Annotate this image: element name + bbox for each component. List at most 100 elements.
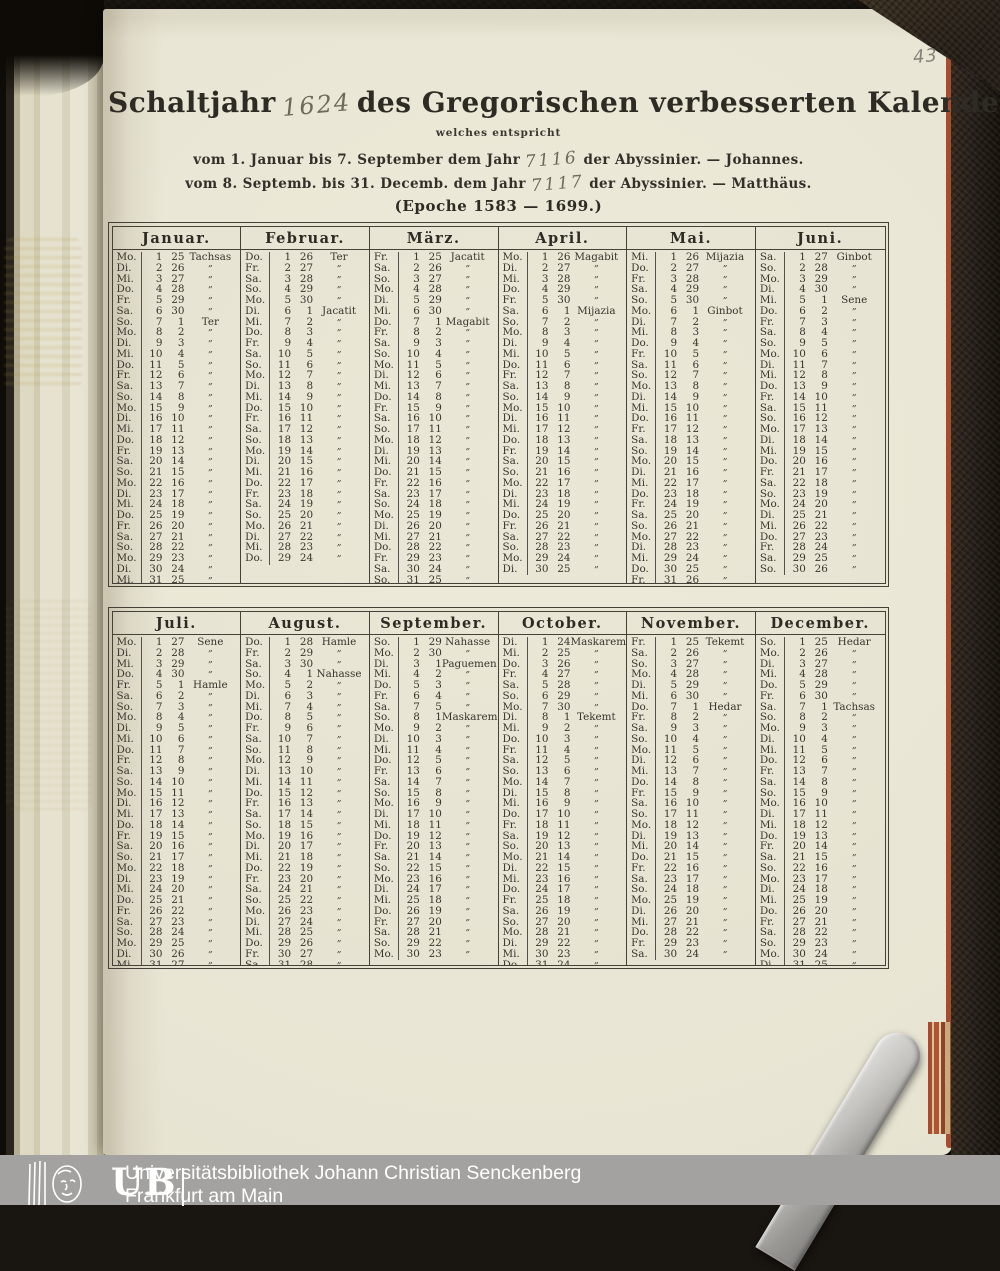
- calendar-row: Fr. 29 23”: [370, 553, 498, 565]
- ditto-mark: ”: [336, 458, 342, 469]
- calendar-row: Di. 13 8”: [241, 381, 369, 393]
- abyssinian-day-cell: 17: [557, 883, 571, 896]
- gregorian-day-cell: 22: [663, 476, 678, 489]
- abyssinian-day-cell: 14: [428, 851, 442, 863]
- ditto-mark: ”: [337, 962, 342, 965]
- gregorian-day-cell: 16: [406, 797, 420, 810]
- calendar-row: Di. 16 12”: [113, 798, 241, 810]
- gregorian-day-cell: 31: [663, 573, 678, 583]
- ditto-mark: ”: [465, 940, 470, 950]
- abyssinian-month-cell: ”: [442, 788, 498, 800]
- calendar-row: Di. 19 13”: [627, 830, 755, 842]
- calendar-row: Mi. 8 3”: [627, 327, 755, 340]
- abyssinian-month-cell: ”: [828, 542, 885, 554]
- calendar-row: Sa. 14 7”: [370, 777, 498, 789]
- ditto-mark: ”: [722, 811, 728, 821]
- ditto-mark: ”: [851, 307, 857, 318]
- abyssinian-month-cell: ”: [828, 755, 885, 767]
- abyssinian-month-cell: ”: [571, 895, 627, 907]
- weekday-cell: Mi.: [499, 723, 528, 735]
- ditto-mark: ”: [722, 843, 728, 854]
- calendar-row: So. 17 11”: [627, 809, 755, 821]
- ditto-mark: ”: [851, 692, 857, 703]
- abyssinian-day-cell: 26: [299, 937, 314, 949]
- calendar-row: Di. 5 29”: [370, 295, 498, 307]
- ditto-mark: ”: [722, 918, 728, 929]
- calendar-row: Mi. 29 24”: [627, 553, 755, 565]
- calendar-row: Mi. 7 2”: [241, 316, 369, 328]
- calendar-row: Do. 9 4”: [627, 338, 755, 350]
- gregorian-day-cell: 26: [535, 904, 549, 917]
- calendar-row: Do. 15 10”: [241, 402, 369, 415]
- calendar-row: Do. 24 17”: [499, 883, 627, 896]
- abyssinian-month-cell: ”: [185, 327, 241, 339]
- ditto-mark: ”: [208, 692, 213, 703]
- weekday-cell: Do.: [370, 542, 399, 554]
- abyssinian-month-cell: ”: [185, 564, 241, 576]
- calendar-row: Mo. 29 23”: [113, 553, 241, 565]
- gregorian-day-cell: 13: [663, 765, 678, 777]
- abyssinian-month-cell: ”: [571, 360, 627, 372]
- calendar-row: Fr. 23 18”: [241, 488, 369, 500]
- calendar-row: Sa. 6 30”: [113, 306, 241, 318]
- gregorian-day-cell: 4: [799, 283, 806, 296]
- calendar-row: Sa. 8 4”: [756, 327, 885, 339]
- ditto-mark: ”: [722, 533, 728, 544]
- abyssinian-day-cell: 24: [557, 958, 571, 965]
- abyssinian-month-cell: ”: [185, 820, 241, 832]
- ditto-mark: ”: [594, 768, 599, 778]
- abyssinian-month-cell: ”: [828, 510, 885, 522]
- gregorian-day-cell: 20: [663, 455, 678, 468]
- ditto-mark: ”: [722, 329, 728, 340]
- abyssinian-day-cell: 17: [685, 872, 700, 885]
- abyssinian-day-cell: 11: [557, 818, 571, 831]
- abyssinian-month-cell: ”: [185, 499, 241, 511]
- gregorian-day-cell: 5: [155, 679, 163, 691]
- calendar-row: Di. 9 4”: [499, 338, 627, 350]
- abyssinian-month-cell: ”: [313, 809, 369, 821]
- abyssinian-month-cell: ”: [185, 755, 241, 767]
- abyssinian-day-cell: 5: [435, 358, 442, 371]
- abyssinian-month-cell: ”: [699, 917, 755, 929]
- ditto-mark: ”: [851, 875, 857, 886]
- abyssinian-month-cell: ”: [828, 564, 885, 576]
- month-column: August. Do. 1 28 Hamle Fr. 2 29” Sa. 3 30” So. 4 1 Nah…: [241, 611, 370, 965]
- calendar-row: Mo. 8 2”: [113, 327, 241, 339]
- ditto-mark: ”: [594, 918, 599, 929]
- calendar-row: Mo. 26 23”: [241, 904, 369, 918]
- weekday-cell: Di.: [756, 658, 785, 671]
- calendar-row: Fr. 31 26”: [627, 573, 755, 583]
- calendar-row: Fr. 12 8”: [113, 755, 241, 767]
- gregorian-day-cell: 10: [149, 347, 163, 360]
- weekday-cell: Sa.: [113, 691, 142, 703]
- gregorian-day-cell: 2: [799, 261, 806, 274]
- ditto-mark: ”: [851, 393, 857, 404]
- weekday-cell: Mi.: [499, 424, 528, 436]
- weekday-cell: Do.: [627, 488, 657, 501]
- abyssinian-day-cell: 11: [814, 401, 828, 414]
- gregorian-day-cell: 28: [406, 541, 420, 554]
- calendar-row: So. 15 8”: [370, 787, 498, 800]
- ditto-mark: ”: [594, 329, 599, 340]
- abyssinian-day-cell: 23: [299, 904, 314, 917]
- calendar-row: Di. 24 17”: [370, 884, 498, 896]
- abyssinian-day-cell: 19: [557, 498, 571, 511]
- abyssinian-month-cell: ”: [185, 349, 241, 361]
- abyssinian-month-cell: ”: [313, 338, 369, 350]
- ditto-mark: ”: [465, 832, 470, 843]
- weekday-cell: Mo.: [241, 906, 271, 918]
- calendar-row: So. 12 7”: [627, 370, 755, 382]
- calendar-row: Sa. 29 25”: [756, 553, 885, 565]
- ditto-mark: ”: [336, 875, 342, 886]
- abyssinian-day-cell: 6: [306, 722, 314, 734]
- abyssinian-day-cell: 11: [299, 775, 314, 788]
- abyssinian-month-cell: ”: [571, 317, 627, 329]
- abyssinian-month-cell: ”: [699, 317, 755, 329]
- gregorian-day-cell: 16: [406, 412, 420, 425]
- abyssinian-month-cell: ”: [313, 403, 369, 415]
- weekday-cell: Do.: [499, 884, 528, 896]
- month-body: Mo. 1 27 Sene Di. 2 28” Mi. 3 29” Do. 4 30” Fr. 5 1 Haml…: [113, 635, 241, 965]
- abyssinian-day-cell: 23: [685, 541, 700, 554]
- abyssinian-month-cell: ”: [699, 467, 755, 479]
- gregorian-day-cell: 27: [277, 915, 292, 928]
